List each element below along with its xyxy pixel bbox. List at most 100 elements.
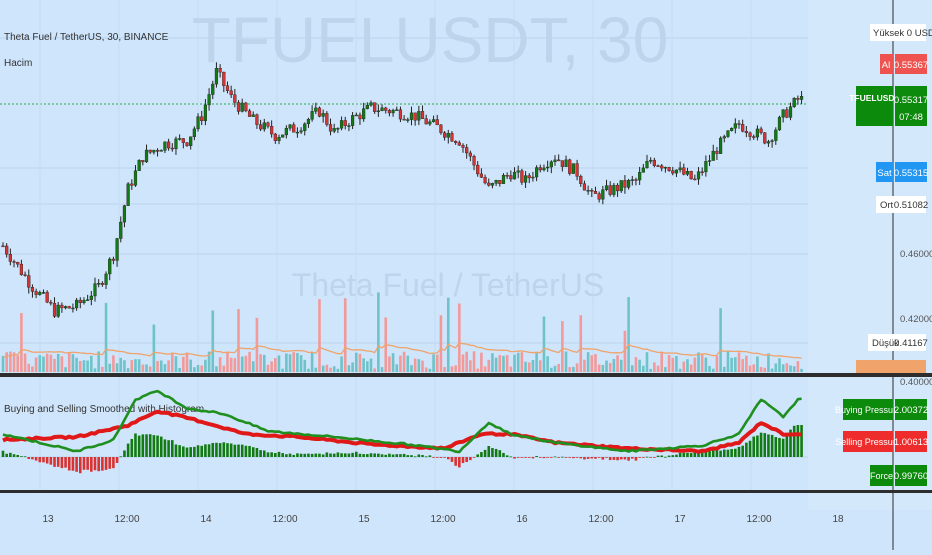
- candle-body: [325, 113, 329, 125]
- volume-bar: [590, 355, 594, 372]
- volume-bar: [274, 358, 277, 372]
- force-bar: [134, 433, 137, 457]
- volume-bar: [237, 309, 240, 372]
- volume-bar: [31, 366, 34, 372]
- volume-bar: [49, 354, 53, 372]
- bid-value-box: [895, 162, 927, 182]
- candle-body: [63, 306, 68, 309]
- candle-body: [299, 130, 303, 133]
- volume-bar: [642, 365, 645, 372]
- force-bar: [527, 457, 531, 458]
- price-scale-area[interactable]: [808, 0, 932, 510]
- volume-bar: [553, 365, 557, 372]
- candle-body: [461, 145, 465, 148]
- force-bar: [767, 434, 770, 457]
- force-bar: [756, 435, 759, 457]
- candle-body: [148, 149, 152, 153]
- force-bar: [538, 457, 542, 458]
- candle-body: [627, 179, 631, 188]
- force-bar: [708, 450, 711, 457]
- force-bar: [700, 452, 704, 457]
- candle-body: [560, 160, 564, 167]
- candle-body: [586, 190, 590, 192]
- candlesticks[interactable]: [1, 62, 804, 318]
- force-bar: [170, 440, 174, 457]
- volume-bar: [329, 367, 332, 372]
- candle-body: [649, 159, 653, 162]
- candle-body: [8, 254, 12, 262]
- force-value-box: [895, 465, 927, 486]
- candle-body: [365, 104, 369, 109]
- force-bar: [240, 444, 244, 457]
- candle-body: [178, 138, 182, 140]
- force-bar: [428, 455, 432, 457]
- force-bar: [354, 451, 358, 457]
- candle-body: [796, 98, 800, 100]
- time-axis[interactable]: 13 12:00 14 12:00 15 12:00 16 12:00 17 12:00 18: [42, 514, 844, 525]
- volume-bar: [612, 358, 616, 372]
- volume-bar: [601, 364, 605, 372]
- volume-bar: [240, 356, 244, 372]
- force-bar: [318, 453, 321, 457]
- volume-bar: [689, 364, 693, 372]
- candle-body: [251, 114, 255, 117]
- candle-body: [89, 295, 93, 300]
- candle-body: [564, 159, 568, 167]
- volume-bar: [561, 321, 564, 372]
- force-bar: [410, 455, 413, 457]
- candle-body: [78, 299, 82, 304]
- volume-bar: [388, 356, 391, 372]
- volume-bar: [134, 359, 137, 372]
- volume-bar: [123, 360, 126, 372]
- candle-body: [45, 292, 49, 303]
- volume-bar: [513, 354, 516, 372]
- volume-bar: [377, 292, 380, 372]
- volume-bar: [748, 365, 752, 372]
- candle-body: [137, 160, 141, 171]
- force-bar: [476, 454, 480, 457]
- force-bar: [340, 453, 343, 457]
- candle-body: [259, 124, 263, 130]
- force-bar: [564, 457, 568, 458]
- candle-body: [785, 109, 789, 118]
- candle-body: [663, 167, 667, 169]
- volume-bar: [266, 364, 270, 372]
- symbol-title[interactable]: Theta Fuel / TetherUS, 30, BINANCE: [4, 32, 169, 43]
- force-bar: [487, 445, 491, 457]
- candle-body: [439, 124, 443, 133]
- candle-body: [446, 133, 450, 138]
- force-bar: [678, 452, 682, 457]
- volume-bar: [461, 354, 465, 372]
- volume-bar: [262, 354, 266, 372]
- time-tick-label: 12:00: [746, 514, 771, 525]
- force-bar: [86, 457, 89, 470]
- volume-bar: [97, 351, 100, 372]
- force-bar: [299, 453, 303, 457]
- volume-bar: [664, 367, 667, 372]
- force-bar: [288, 453, 292, 457]
- volume-bar: [719, 308, 722, 372]
- indicator-title[interactable]: Buying and Selling Smoothed with Histogr…: [4, 404, 204, 415]
- time-tick-label: 15: [358, 514, 370, 525]
- volume-bar: [75, 357, 78, 372]
- volume-bar: [550, 367, 553, 372]
- volume-title[interactable]: Hacim: [4, 58, 32, 69]
- candle-body: [766, 141, 771, 144]
- candle-body: [387, 110, 391, 114]
- candle-body: [321, 113, 325, 117]
- volume-bar: [770, 368, 774, 372]
- force-bar: [285, 454, 288, 457]
- force-bar: [1, 450, 5, 457]
- force-bar: [182, 446, 185, 457]
- force-bar: [362, 454, 365, 457]
- force-bar: [60, 457, 64, 469]
- candle-body: [674, 169, 679, 174]
- candle-body: [788, 106, 793, 118]
- force-bar: [413, 456, 417, 458]
- force-bar: [627, 457, 630, 461]
- candle-body: [601, 189, 605, 200]
- volume-bar: [299, 355, 303, 372]
- force-bar: [546, 457, 549, 458]
- pane-separator[interactable]: [0, 373, 932, 377]
